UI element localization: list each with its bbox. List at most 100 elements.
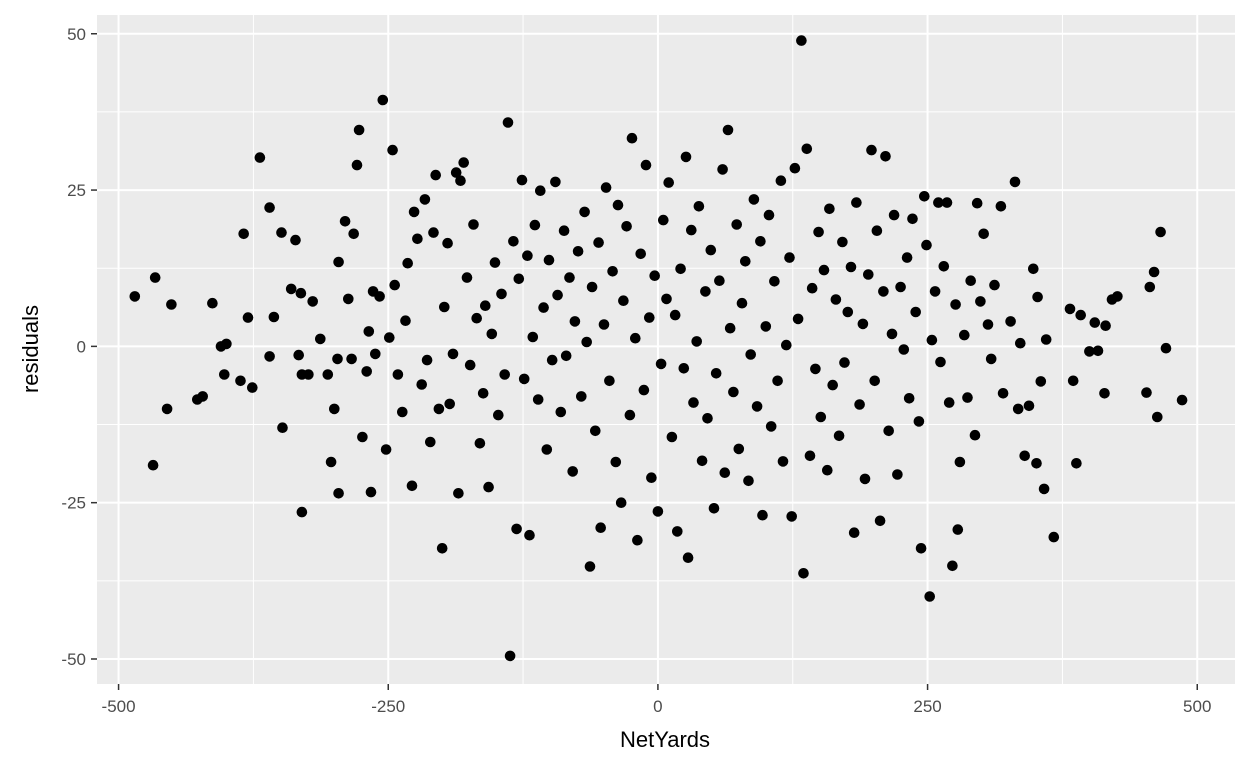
data-point [496,288,507,300]
data-point [822,464,833,476]
data-point [743,475,754,487]
data-point [624,409,636,421]
data-point [425,436,436,448]
data-point [524,529,535,541]
data-point [315,333,326,345]
data-point [436,543,448,554]
data-point [397,406,408,418]
data-point [714,275,725,287]
data-point [333,488,344,499]
data-point [458,157,470,168]
data-point [576,391,587,402]
data-point [450,167,462,178]
data-point [293,349,305,361]
data-point [755,236,766,247]
data-point [550,176,561,188]
data-point [733,443,745,455]
data-point [486,328,498,340]
data-point [219,369,230,380]
data-point [798,568,809,579]
data-point [724,322,736,334]
data-point [763,209,775,221]
data-point [915,543,927,554]
data-point [1009,176,1021,188]
data-point [740,255,751,267]
data-point [722,124,734,136]
data-point [387,144,398,156]
data-point [962,392,973,403]
data-point [365,486,377,498]
data-point [593,237,604,248]
data-point [736,297,748,309]
data-point [333,256,344,268]
data-point [579,206,590,218]
data-point [1155,226,1166,238]
data-point [910,306,921,318]
data-point [982,319,994,330]
data-point [474,438,486,449]
data-point [392,369,404,380]
data-point [830,294,842,305]
data-point [1048,531,1060,543]
data-point [461,272,473,283]
data-point [921,239,932,251]
data-point [792,313,804,325]
data-point [874,515,886,527]
data-point [535,185,546,196]
data-point [149,272,161,283]
data-point [895,281,906,293]
data-point [504,650,516,662]
data-point [626,132,638,144]
data-point [669,309,681,321]
data-point [543,254,555,266]
data-point [529,219,541,231]
x-tick-label: 250 [913,697,941,716]
data-point [839,357,850,368]
x-axis-title: NetYards [620,727,710,752]
data-point [564,272,575,283]
data-point [769,276,780,287]
data-point [818,264,830,276]
data-point [442,237,453,249]
data-point [675,263,686,275]
data-point [513,273,525,285]
data-point [567,466,578,477]
data-point [402,257,414,269]
data-point [532,394,544,405]
data-point [997,388,1009,399]
data-point [717,164,728,175]
data-point [1176,394,1188,406]
data-point [824,203,835,215]
data-point [801,143,813,155]
data-point [924,591,935,602]
data-point [1038,483,1050,495]
data-point [708,503,720,514]
data-point [221,338,232,350]
data-point [898,344,910,355]
data-point [888,209,900,221]
data-point [1084,346,1095,357]
data-point [527,331,539,343]
data-point [815,411,827,423]
data-point [1075,309,1086,321]
data-point [555,406,567,418]
data-point [760,321,772,332]
data-point [295,287,307,299]
data-point [748,194,760,205]
data-point [969,429,981,441]
data-point [346,353,357,365]
data-point [903,393,915,404]
data-point [1099,388,1110,399]
data-point [781,339,792,351]
data-point [696,455,708,467]
data-point [471,312,483,324]
data-point [652,506,664,517]
data-point [1148,266,1160,278]
data-point [546,354,558,366]
data-point [508,236,519,247]
data-point [264,202,275,213]
data-point [480,300,491,312]
data-point [663,177,674,188]
data-point [1100,320,1111,332]
data-point [901,252,913,263]
